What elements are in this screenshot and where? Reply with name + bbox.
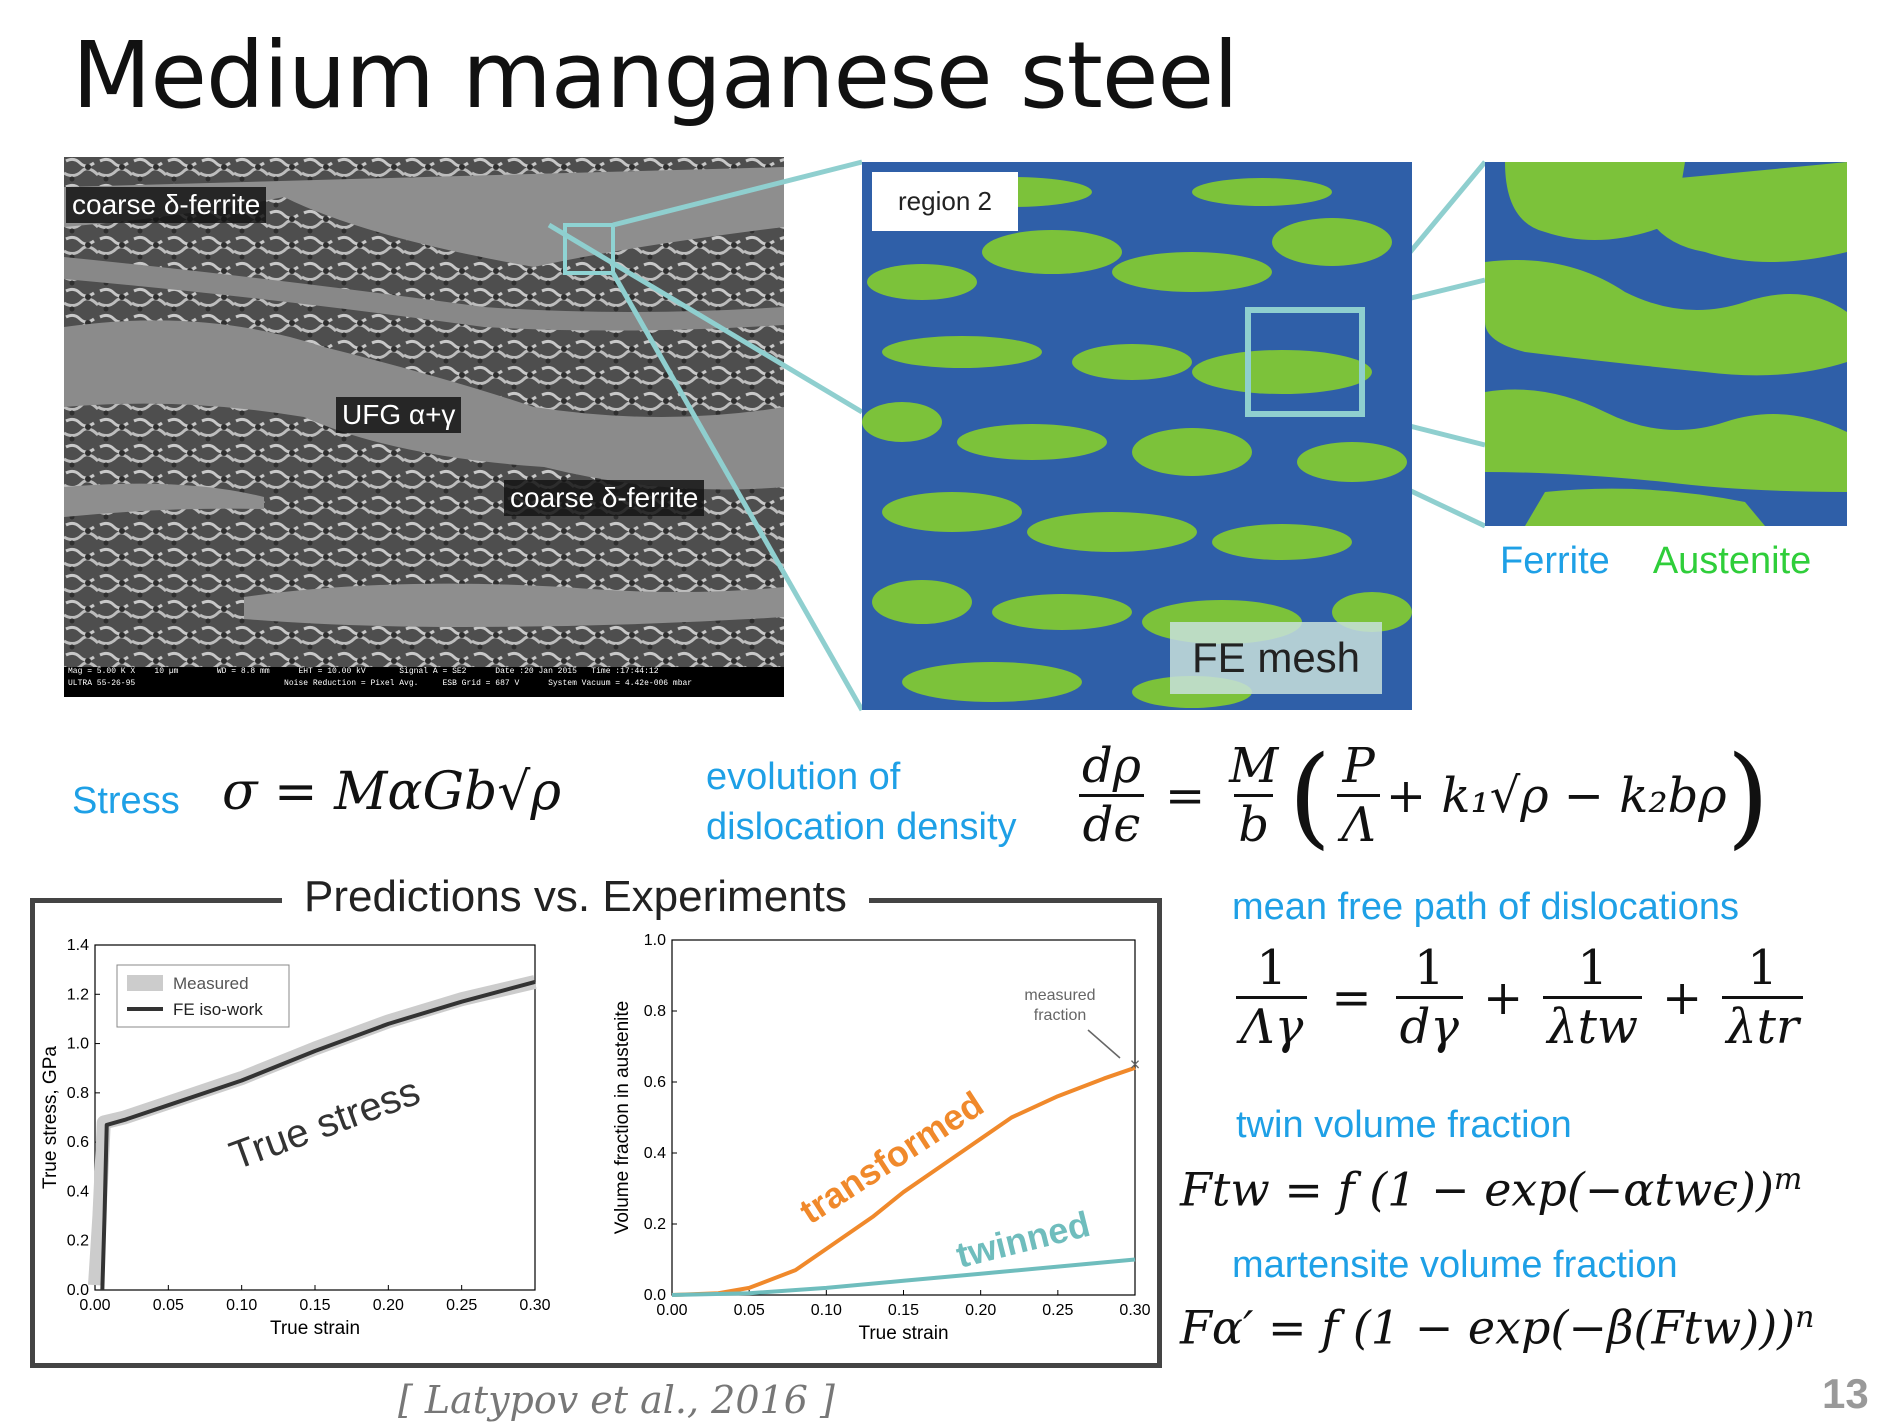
y-tick-label: 1.2 bbox=[67, 986, 89, 1003]
sem-infobar-2: ULTRA 55-26-95 Noise Reduction = Pixel A… bbox=[68, 679, 693, 688]
measured-fraction-annotation-2: fraction bbox=[1034, 1007, 1086, 1024]
fe-mesh-image: region 2 FE mesh bbox=[862, 162, 1412, 710]
x-tick-label: 0.00 bbox=[656, 1302, 687, 1319]
mesh-zoom-box bbox=[1245, 307, 1365, 417]
x-tick-label: 0.25 bbox=[446, 1297, 477, 1314]
ferrite-band bbox=[244, 583, 784, 627]
stress-strain-chart: 0.00 0.05 0.10 0.15 0.20 0.25 0.30 0.0 0.2 0.4 0.6… bbox=[40, 937, 551, 1339]
x-tick-label: 0.05 bbox=[153, 1297, 184, 1314]
y-tick-label: 0.2 bbox=[644, 1216, 666, 1233]
x-tick-label: 0.20 bbox=[965, 1302, 996, 1319]
x-tick-label: 0.20 bbox=[373, 1297, 404, 1314]
sem-label-top: coarse δ-ferrite bbox=[66, 187, 267, 223]
y-axis-label: Volume fraction in austenite bbox=[612, 1001, 633, 1234]
y-tick-label: 0.8 bbox=[644, 1003, 666, 1020]
x-tick-label: 0.25 bbox=[1042, 1302, 1073, 1319]
y-tick-label: 1.4 bbox=[67, 937, 89, 954]
x-tick-label: 0.30 bbox=[519, 1297, 550, 1314]
legend-text-fe: FE iso-work bbox=[173, 1000, 263, 1019]
measured-arrow bbox=[1087, 1029, 1121, 1059]
sem-texture bbox=[64, 157, 784, 697]
martensite-label: martensite volume fraction bbox=[1232, 1244, 1678, 1286]
legend-text-measured: Measured bbox=[173, 974, 249, 993]
evolution-label: evolution of dislocation density bbox=[706, 756, 1017, 848]
x-tick-label: 0.05 bbox=[734, 1302, 765, 1319]
x-tick-label: 0.10 bbox=[811, 1302, 842, 1319]
series-label-transformed: transformed bbox=[792, 1083, 990, 1232]
y-tick-label: 1.0 bbox=[644, 932, 666, 949]
legend: Ferrite Austenite bbox=[1500, 540, 1811, 583]
mesh-detail-image bbox=[1485, 162, 1847, 526]
series-line-twinned bbox=[671, 1257, 1136, 1297]
series-line-transformed bbox=[671, 1065, 1136, 1297]
martensite-equation: Fα′ = f (1 − exp(−β(Ftw)))n bbox=[1180, 1300, 1815, 1355]
y-tick-label: 0.0 bbox=[67, 1282, 89, 1299]
sem-micrograph: coarse δ-ferrite UFG α+γ coarse δ-ferrit… bbox=[64, 157, 784, 697]
volume-fraction-chart: 0.00 0.05 0.10 0.15 0.20 0.25 0.30 0.0 0.2 0.4 0.6… bbox=[612, 932, 1151, 1344]
citation: [ Latypov et al., 2016 ] bbox=[398, 1378, 835, 1422]
x-tick-label: 0.15 bbox=[888, 1302, 919, 1319]
stress-equation: σ = MαGb√ρ bbox=[222, 762, 562, 822]
x-tick-label: 0.00 bbox=[79, 1297, 110, 1314]
twin-label: twin volume fraction bbox=[1236, 1104, 1572, 1146]
y-tick-label: 1.0 bbox=[67, 1036, 89, 1053]
x-axis-label: True strain bbox=[858, 1323, 948, 1344]
twin-equation: Ftw = f (1 − exp(−αtwϵ))m bbox=[1180, 1162, 1803, 1217]
measured-point-marker: × bbox=[1130, 1054, 1141, 1074]
y-tick-label: 0.6 bbox=[644, 1074, 666, 1091]
y-tick-label: 0.8 bbox=[67, 1085, 89, 1102]
series-line-fe-iso-work bbox=[100, 980, 536, 1291]
legend-swatch-measured bbox=[127, 975, 163, 991]
panel-title: Predictions vs. Experiments bbox=[282, 872, 869, 922]
chart-annotation-true-stress: True stress bbox=[224, 1069, 426, 1178]
y-tick-label: 0.4 bbox=[644, 1145, 666, 1162]
y-axis-label: True stress, GPa bbox=[40, 1046, 61, 1189]
y-tick-label: 0.0 bbox=[644, 1287, 666, 1304]
y-tick-label: 0.6 bbox=[67, 1134, 89, 1151]
mfp-label: mean free path of dislocations bbox=[1232, 886, 1739, 928]
slide-title: Medium manganese steel bbox=[72, 22, 1239, 129]
sem-infobar-1: Mag = 5.00 K X 10 µm WD = 8.8 mm EHT = 1… bbox=[68, 667, 659, 676]
legend-ferrite: Ferrite bbox=[1500, 540, 1610, 582]
stress-label: Stress bbox=[72, 780, 180, 822]
y-tick-label: 0.4 bbox=[67, 1183, 89, 1200]
ferrite-band bbox=[64, 257, 784, 331]
y-tick-label: 0.2 bbox=[67, 1233, 89, 1250]
sem-label-bot: coarse δ-ferrite bbox=[504, 480, 705, 516]
mfp-equation: 1 Λγ = 1 dγ + 1 λtw + 1 λtr bbox=[1230, 940, 1809, 1055]
sem-label-mid: UFG α+γ bbox=[336, 397, 462, 433]
zoom-box bbox=[563, 223, 615, 275]
x-tick-label: 0.30 bbox=[1119, 1302, 1150, 1319]
x-axis-label: True strain bbox=[270, 1318, 360, 1339]
ferrite-band bbox=[64, 483, 264, 517]
legend-austenite: Austenite bbox=[1652, 540, 1812, 582]
region-label: region 2 bbox=[872, 172, 1018, 231]
fe-mesh-label: FE mesh bbox=[1170, 622, 1383, 694]
series-line-measured bbox=[88, 975, 537, 1286]
page-number: 13 bbox=[1822, 1370, 1869, 1417]
x-tick-label: 0.15 bbox=[299, 1297, 330, 1314]
measured-fraction-annotation: measured bbox=[1024, 987, 1095, 1004]
x-tick-label: 0.10 bbox=[226, 1297, 257, 1314]
